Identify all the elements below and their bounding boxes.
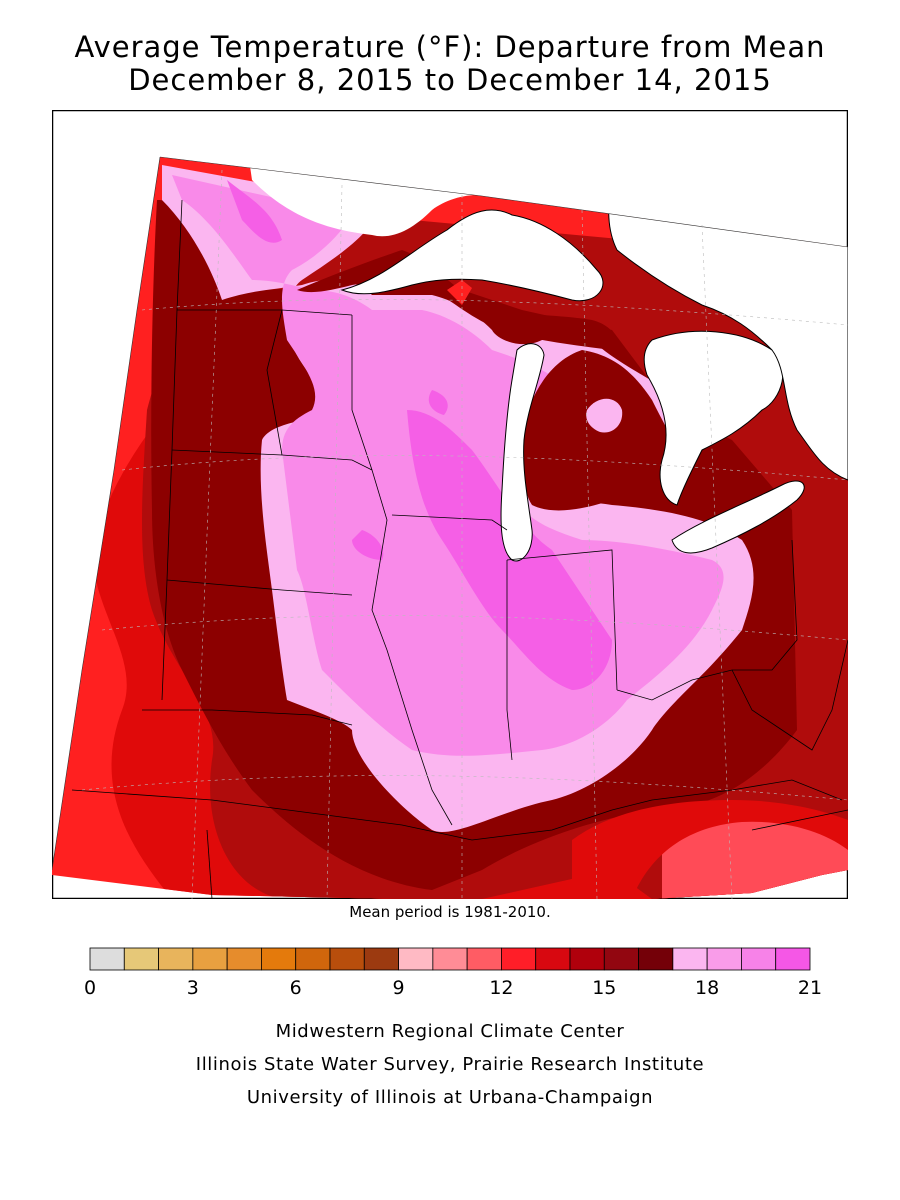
color-legend: 0 3 6 9 12 15 18 21 [84, 947, 822, 999]
field-southeast-mid [572, 800, 848, 899]
lake-michigan [500, 343, 545, 562]
legend-swatch [603, 947, 639, 971]
credit-line-3: University of Illinois at Urbana-Champai… [246, 1087, 654, 1108]
legend-swatch [741, 947, 777, 971]
legend-tick-label: 21 [798, 977, 822, 999]
graticule [81, 169, 848, 899]
legend-swatch [295, 947, 331, 971]
legend-tick-labels: 0 3 6 9 12 15 18 21 [84, 977, 822, 999]
field-southeast-hot [662, 813, 848, 899]
legend-swatch [501, 947, 537, 971]
legend-swatch [363, 947, 399, 971]
legend-tick-label: 12 [489, 977, 513, 999]
legend-swatch [226, 947, 262, 971]
legend-swatch [261, 947, 297, 971]
legend-swatch [432, 947, 468, 971]
field-core-hot [227, 180, 612, 690]
legend-tick-label: 9 [393, 977, 405, 999]
field-michigan-pink-spot [586, 398, 623, 433]
lake-superior [340, 209, 604, 302]
lake-erie [671, 480, 805, 554]
state-boundaries [71, 199, 848, 899]
legend-tick-label: 3 [187, 977, 199, 999]
legend-swatch [123, 947, 159, 971]
map-title: Average Temperature (°F): Departure from… [74, 30, 826, 64]
map-domain-outline [52, 156, 848, 871]
legend-tick-label: 18 [695, 977, 719, 999]
legend-tick-label: 15 [592, 977, 616, 999]
legend-swatch [638, 947, 674, 971]
legend-swatch [89, 947, 125, 971]
temperature-departure-map [52, 110, 848, 899]
credit-line-2: Illinois State Water Survey, Prairie Res… [195, 1054, 705, 1075]
legend-swatch [775, 947, 811, 971]
legend-swatch [466, 947, 502, 971]
mean-period-note: Mean period is 1981-2010. [349, 903, 551, 921]
legend-swatch [706, 947, 742, 971]
legend-swatch [329, 947, 365, 971]
credit-line-1: Midwestern Regional Climate Center [275, 1021, 625, 1042]
field-superior-hot-spot [447, 280, 472, 305]
legend-swatch [569, 947, 605, 971]
legend-swatch [535, 947, 571, 971]
legend-swatch [192, 947, 228, 971]
map-date-range: December 8, 2015 to December 14, 2015 [128, 63, 772, 97]
legend-swatch [158, 947, 194, 971]
legend-swatch [398, 947, 434, 971]
field-superior-shore [297, 250, 616, 350]
legend-swatches [89, 947, 811, 971]
legend-swatch [672, 947, 708, 971]
lake-ontario-area [608, 184, 848, 481]
legend-tick-label: 6 [290, 977, 302, 999]
legend-tick-label: 0 [84, 977, 96, 999]
